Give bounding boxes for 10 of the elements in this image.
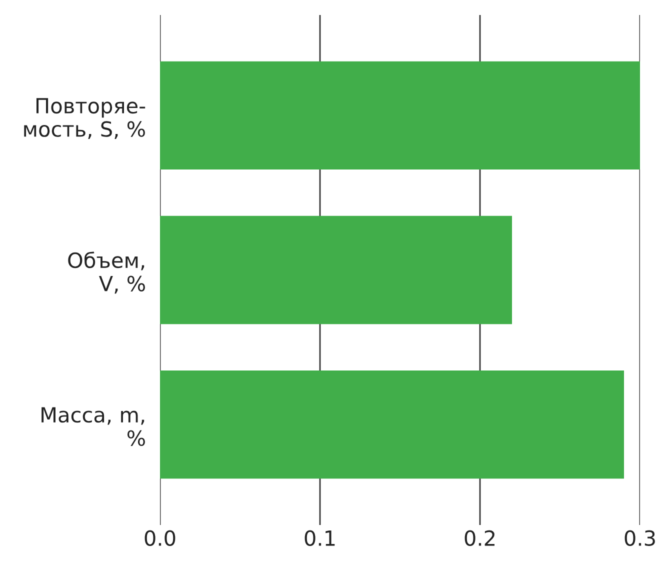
- bar: [160, 61, 640, 170]
- x-tick-label: 0.1: [304, 530, 335, 546]
- x-tick-label: 0.2: [464, 530, 494, 546]
- bar: [160, 370, 624, 479]
- y-tick-label: Повторяе- мость, S, %: [24, 98, 146, 140]
- bar: [160, 216, 512, 324]
- x-tick-label: 0.3: [624, 530, 655, 546]
- y-tick-label: Масса, m, %: [42, 407, 145, 446]
- x-tick-label: 0.0: [144, 530, 176, 546]
- y-tick-label: Объем, V, %: [68, 252, 145, 294]
